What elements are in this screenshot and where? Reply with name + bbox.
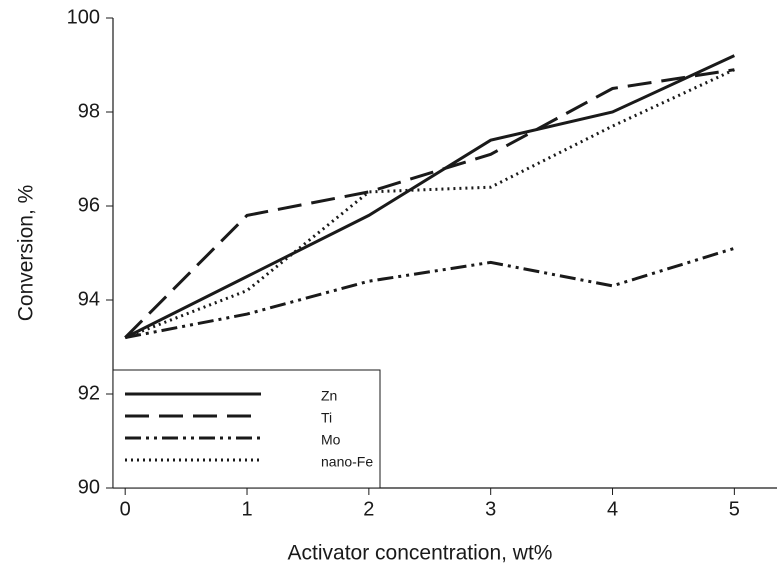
x-tick-label: 1	[241, 498, 252, 520]
legend-label: Ti	[321, 410, 332, 426]
x-tick-label: 3	[485, 498, 496, 520]
y-tick-label: 94	[78, 288, 100, 310]
x-tick-label: 0	[120, 498, 131, 520]
series-line	[124, 68, 735, 339]
legend-label: Mo	[321, 432, 341, 448]
x-axis-label: Activator concentration, wt%	[288, 542, 553, 565]
y-axis-label: Conversion, %	[15, 185, 38, 322]
series-line	[124, 54, 735, 339]
y-tick-label: 100	[67, 6, 100, 28]
legend-box	[112, 369, 381, 489]
series-line	[124, 246, 735, 340]
y-tick-label: 98	[78, 100, 100, 122]
series-line	[124, 68, 735, 339]
x-tick-label: 4	[607, 498, 618, 520]
x-tick-label: 2	[363, 498, 374, 520]
legend-label: nano-Fe	[321, 454, 373, 470]
x-tick-label: 5	[729, 498, 740, 520]
y-tick-label: 92	[78, 382, 100, 404]
y-tick-label: 96	[78, 194, 100, 216]
y-tick-label: 90	[78, 476, 100, 498]
legend-label: Zn	[321, 388, 337, 404]
